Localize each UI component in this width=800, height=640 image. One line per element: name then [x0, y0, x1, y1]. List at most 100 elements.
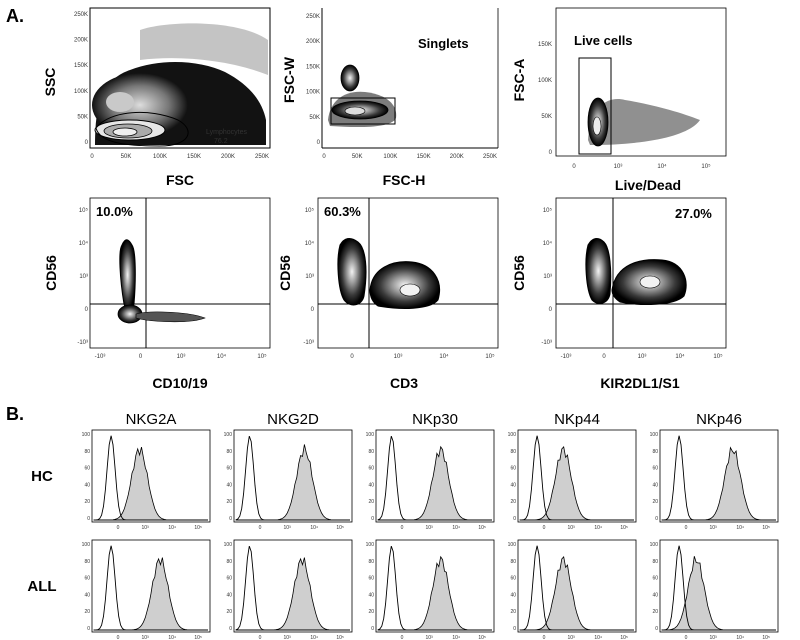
- y-tick-label: 60: [652, 466, 658, 472]
- isotype-histogram: [235, 435, 350, 521]
- x-tick-label: 10⁵: [713, 353, 723, 360]
- y-tick-label: 40: [226, 592, 232, 598]
- quadrant-label: 10.0%: [96, 204, 133, 219]
- y-tick-label: 0: [311, 307, 315, 313]
- x-tick-label: 10⁵: [336, 525, 344, 531]
- panel-cd3-cd56: 60.3% 0 10³ 10⁴ 10⁵ -10³ 0 10³ 10⁴ 10⁵ CD3 CD56: [277, 197, 499, 391]
- panel-fsc-ssc: Lymphocytes 76.2 0 50K 100K 150K 200K 250K 0 50…: [42, 7, 271, 188]
- y-tick-label: 10³: [305, 274, 314, 280]
- y-tick-label: 100: [366, 542, 375, 548]
- y-tick-label: 0: [87, 626, 90, 632]
- y-axis-label: FSC-A: [511, 59, 527, 102]
- y-tick-label: 100: [650, 542, 659, 548]
- y-tick-label: 40: [226, 482, 232, 488]
- singlet-gate: [330, 97, 396, 125]
- doublet-population: [340, 64, 360, 92]
- y-tick-label: 20: [84, 609, 90, 615]
- gate-value: 76.2: [214, 138, 228, 145]
- y-tick-label: 60: [84, 576, 90, 582]
- y-tick-label: 200K: [74, 38, 88, 44]
- x-tick-label: 0: [117, 525, 120, 531]
- y-tick-label: 20: [510, 499, 516, 505]
- y-tick-label: 80: [84, 559, 90, 565]
- y-tick-label: 0: [87, 516, 90, 522]
- x-tick-label: 200K: [221, 154, 235, 160]
- density-core: [106, 92, 134, 112]
- y-tick-label: 80: [368, 559, 374, 565]
- y-tick-label: 0: [549, 150, 553, 156]
- bcell-tail: [135, 311, 206, 323]
- x-tick-label: 10⁵: [194, 635, 202, 640]
- x-tick-label: 10³: [283, 525, 291, 531]
- x-tick-label: 10⁵: [478, 635, 486, 640]
- x-tick-label: 0: [117, 635, 120, 640]
- histogram-panel: 0 20 40 60 80 100 0 10³ 10⁴ 10⁵: [366, 539, 495, 640]
- x-tick-label: 150K: [187, 154, 201, 160]
- x-tick-label: 10⁴: [310, 635, 318, 640]
- y-tick-label: 20: [368, 499, 374, 505]
- x-tick-label: 0: [259, 635, 262, 640]
- x-tick-label: 10⁵: [336, 635, 344, 640]
- x-tick-label: 10⁴: [594, 635, 602, 640]
- x-tick-label: 10⁴: [439, 353, 449, 360]
- y-tick-label: 60: [368, 576, 374, 582]
- x-tick-label: 0: [401, 525, 404, 531]
- t-core: [399, 283, 421, 297]
- x-axis-label: FSC: [166, 172, 194, 188]
- isotype-histogram: [377, 435, 492, 521]
- lymph-contour-3: [112, 127, 138, 137]
- kir-core: [639, 275, 661, 289]
- x-tick-label: 0: [322, 154, 326, 160]
- x-tick-label: 0: [543, 635, 546, 640]
- y-tick-label: 60: [226, 576, 232, 582]
- x-tick-label: 10⁵: [762, 525, 770, 531]
- x-tick-label: 10⁴: [168, 525, 176, 531]
- y-tick-label: 20: [510, 609, 516, 615]
- x-tick-label: -10³: [561, 354, 572, 360]
- x-tick-label: 50K: [352, 154, 363, 160]
- x-tick-label: 10⁵: [478, 525, 486, 531]
- y-tick-label: 40: [510, 482, 516, 488]
- histogram-panel: 0 20 40 60 80 100 0 10³ 10⁴ 10⁵: [650, 429, 779, 531]
- y-tick-label: 100: [366, 432, 375, 438]
- y-axis-label: FSC-W: [281, 56, 297, 103]
- x-tick-label: 10⁵: [701, 163, 711, 170]
- isotype-histogram: [93, 435, 208, 521]
- x-tick-label: 10⁴: [217, 353, 227, 360]
- x-tick-label: 10⁵: [485, 353, 495, 360]
- x-tick-label: 10³: [394, 354, 403, 360]
- x-tick-label: 10³: [177, 354, 186, 360]
- histogram-row-label: HC: [31, 468, 53, 485]
- x-tick-label: 0: [685, 525, 688, 531]
- y-tick-label: 50K: [309, 115, 320, 121]
- y-tick-label: 100: [82, 432, 91, 438]
- y-tick-label: 150K: [538, 42, 552, 48]
- x-tick-label: 10⁵: [257, 353, 267, 360]
- y-tick-label: 40: [652, 592, 658, 598]
- tick-labels: -10³ 0 10³ 10⁴ 10⁵ -10³ 0 10³ 10⁴ 10⁵: [541, 207, 723, 360]
- y-tick-label: 60: [368, 466, 374, 472]
- y-tick-label: 10⁵: [79, 207, 89, 214]
- plot-frame: [89, 197, 271, 349]
- histogram-column-title: NKp30: [412, 411, 458, 428]
- y-tick-label: 20: [84, 499, 90, 505]
- x-tick-label: 0: [685, 635, 688, 640]
- y-tick-label: 0: [229, 516, 232, 522]
- y-tick-label: 10³: [543, 274, 552, 280]
- tick-labels: 0 10³ 10⁴ 10⁵ -10³ 0 10³ 10⁴ 10⁵: [303, 207, 495, 360]
- y-tick-label: -10³: [303, 340, 314, 346]
- y-tick-label: 10⁴: [79, 240, 89, 247]
- x-tick-label: 10³: [709, 635, 717, 640]
- y-tick-label: 10⁵: [305, 207, 315, 214]
- y-tick-label: 100: [224, 542, 233, 548]
- x-tick-label: 10³: [638, 354, 647, 360]
- y-tick-label: 60: [84, 466, 90, 472]
- scatter-cloud: [588, 99, 700, 145]
- y-tick-label: 200K: [306, 39, 320, 45]
- x-tick-label: 10⁵: [620, 635, 628, 640]
- histogram-column-title: NKG2A: [126, 411, 177, 428]
- y-tick-label: 0: [513, 626, 516, 632]
- live-core: [592, 116, 602, 136]
- histogram-panel: 0 20 40 60 80 100 0 10³ 10⁴ 10⁵: [82, 539, 211, 640]
